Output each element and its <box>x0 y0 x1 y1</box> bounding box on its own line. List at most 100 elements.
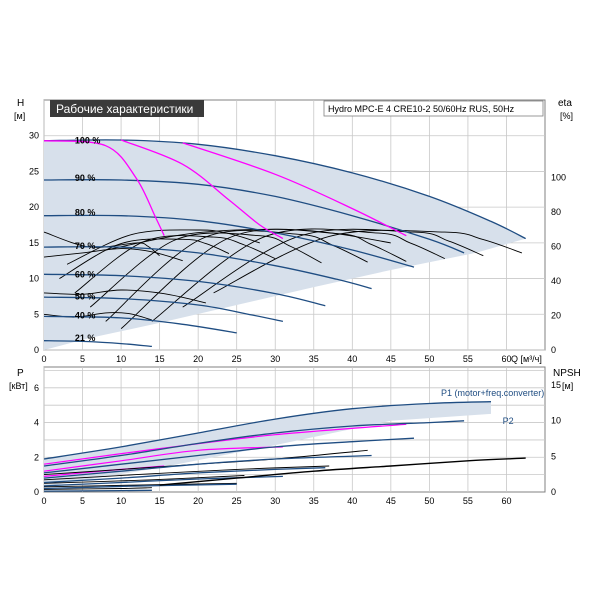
power-envelope-area <box>44 401 491 487</box>
speed-curve-21 <box>43 340 152 348</box>
speed-curve-100 <box>43 139 526 240</box>
speed-label: 50 % <box>75 292 96 302</box>
head-x-tick-label: 0 <box>41 354 46 364</box>
power-x-tick-label: 25 <box>232 496 242 506</box>
p1-speed-curve-100 <box>43 401 492 460</box>
speed-label: 80 % <box>75 207 96 217</box>
power-x-tick-label: 15 <box>155 496 165 506</box>
p1-speed-curve-90 <box>43 420 465 467</box>
power-x-tick-label: 0 <box>41 496 46 506</box>
system-curve <box>120 139 284 240</box>
eta-y-tick-label: 80 <box>551 207 561 217</box>
system-curve <box>43 140 165 236</box>
power-x-tick-label: 20 <box>193 496 203 506</box>
power-chart-p1-curves <box>43 401 492 492</box>
head-y-tick-label: 10 <box>29 274 39 284</box>
head-chart-speed-curves <box>43 139 526 348</box>
power-chart-envelope <box>44 401 491 487</box>
model-label-box <box>323 100 544 117</box>
speed-label: 100 % <box>75 135 101 145</box>
head-x-tick-label: 5 <box>80 354 85 364</box>
p2-pump-curve <box>43 465 330 481</box>
speed-curve-80 <box>43 214 415 268</box>
npsh-axis-label: NPSH <box>553 368 581 379</box>
head-y-tick-label: 5 <box>34 309 39 319</box>
pump-curve <box>105 229 368 322</box>
head-x-tick-label: 50 <box>424 354 434 364</box>
head-x-tick-label: 40 <box>347 354 357 364</box>
power-axis-label: P <box>17 368 24 379</box>
head-axis-unit: [м] <box>14 111 25 121</box>
flow-axis-label: Q [м³/ч] <box>511 354 542 364</box>
pump-curve <box>74 235 276 294</box>
pump-curve <box>105 228 391 251</box>
head-envelope-area <box>44 140 526 350</box>
power-chart-npsh-curve <box>159 457 526 486</box>
eta-axis-label: eta <box>558 98 572 109</box>
speed-label: 40 % <box>75 310 96 320</box>
speed-label: 21 % <box>75 333 96 343</box>
power-x-tick-label: 5 <box>80 496 85 506</box>
chart-title: Рабочие характеристики <box>56 102 193 116</box>
eta-y-tick-label: 40 <box>551 276 561 286</box>
p1-system-curve <box>43 423 407 465</box>
head-x-tick-label: 25 <box>232 354 242 364</box>
p2-pump-curve <box>43 482 237 488</box>
head-y-tick-label: 25 <box>29 166 39 176</box>
head-y-tick-label: 30 <box>29 131 39 141</box>
power-chart-legend-labels: P1 (motor+freq.converter) P2 <box>441 388 544 426</box>
pump-curve <box>89 232 322 308</box>
npsh-axis-unit: [м] <box>562 381 573 391</box>
head-x-tick-label: 30 <box>270 354 280 364</box>
power-x-tick-label: 60 <box>501 496 511 506</box>
eta-axis-unit: [%] <box>560 111 573 121</box>
pump-curve <box>43 289 206 304</box>
head-x-tick-label: 20 <box>193 354 203 364</box>
power-legend-label: P1 (motor+freq.converter) <box>441 388 544 398</box>
head-chart-system-curves <box>43 139 407 240</box>
power-y-tick-label: 4 <box>34 418 39 428</box>
head-axis-label: H <box>17 98 24 109</box>
eta-y-tick-label: 60 <box>551 242 561 252</box>
speed-label: 70 % <box>75 241 96 251</box>
p1-system-curve <box>43 446 283 472</box>
speed-curve-90 <box>43 179 465 254</box>
pump-curve <box>59 238 230 279</box>
pump-curve <box>66 229 260 265</box>
p1-speed-curve-40 <box>43 483 237 490</box>
speed-label: 90 % <box>75 173 96 183</box>
pump-curve <box>213 229 523 294</box>
p2-pump-curve <box>43 487 152 490</box>
speed-curve-60 <box>43 273 326 307</box>
head-chart: 0 5 10 15 20 25 30 35 40 45 50 55 60 0 5 10 15 20 25 30 0 20 4… <box>14 98 573 364</box>
speed-curve-50 <box>43 296 284 323</box>
head-chart-speed-labels: 100 % 90 % 80 % 70 % 60 % 50 % 40 % 21 % <box>75 135 101 343</box>
power-y-tick-label: 0 <box>34 487 39 497</box>
power-x-tick-label: 35 <box>309 496 319 506</box>
p1-speed-curve-70 <box>43 454 372 479</box>
pump-curve <box>151 228 445 322</box>
power-y-tick-label: 6 <box>34 383 39 393</box>
head-y-tick-label: 0 <box>34 345 39 355</box>
p1-speed-curve-60 <box>43 467 326 484</box>
p2-pump-curve <box>43 475 245 484</box>
eta-y-tick-label: 20 <box>551 311 561 321</box>
model-label: Hydro MPC-E 4 CRE10-2 50/60Hz RUS, 50Hz <box>328 104 515 114</box>
power-axis-unit: [кВт] <box>9 381 28 391</box>
power-x-tick-label: 45 <box>386 496 396 506</box>
head-y-tick-label: 15 <box>29 238 39 248</box>
head-x-tick-label: 45 <box>386 354 396 364</box>
head-x-tick-label: 35 <box>309 354 319 364</box>
npsh-curve <box>159 457 526 486</box>
head-x-tick-label: 15 <box>155 354 165 364</box>
power-legend-label: P2 <box>503 416 514 426</box>
head-chart-ticks: 0 5 10 15 20 25 30 35 40 45 50 55 60 0 5 10 15 20 25 30 0 20 4… <box>29 131 566 364</box>
head-x-tick-label: 60 <box>501 354 511 364</box>
power-x-tick-label: 40 <box>347 496 357 506</box>
npsh-y-tick-label: 0 <box>551 487 556 497</box>
npsh-y-tick-label: 10 <box>551 416 561 426</box>
